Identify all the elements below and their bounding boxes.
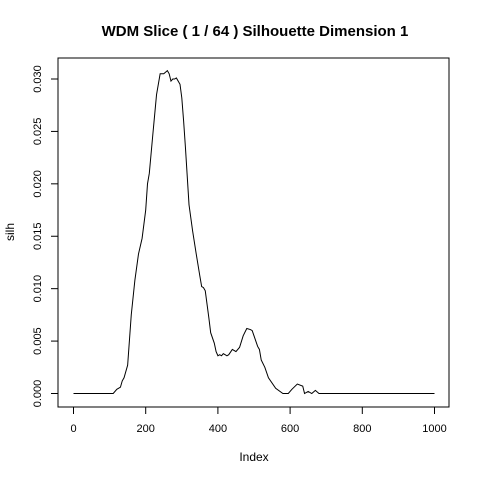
y-tick-label: 0.030	[32, 65, 44, 93]
y-tick-label: 0.020	[32, 170, 44, 198]
x-axis-label: Index	[239, 450, 268, 464]
series-line	[73, 69, 435, 395]
x-tick-label: 400	[209, 423, 227, 435]
x-tick-label: 0	[70, 423, 76, 435]
x-tick-label: 600	[281, 423, 299, 435]
y-tick-label: 0.025	[32, 118, 44, 146]
y-tick-label: 0.005	[32, 327, 44, 355]
y-axis: 0.000 0.005 0.010 0.015 0.020 0.025 0.030	[32, 65, 59, 408]
plot-frame	[57, 57, 450, 408]
y-tick-label: 0.015	[32, 222, 44, 250]
y-tick-label: 0.000	[32, 380, 44, 408]
x-tick-label: 1000	[422, 423, 446, 435]
y-axis-label: silh	[3, 223, 17, 241]
chart-title: WDM Slice ( 1 / 64 ) Silhouette Dimensio…	[102, 23, 409, 40]
x-tick-label: 800	[353, 423, 371, 435]
x-axis: 0 200 400 600 800 1000	[70, 406, 447, 435]
x-tick-label: 200	[137, 423, 155, 435]
y-tick-label: 0.010	[32, 275, 44, 303]
